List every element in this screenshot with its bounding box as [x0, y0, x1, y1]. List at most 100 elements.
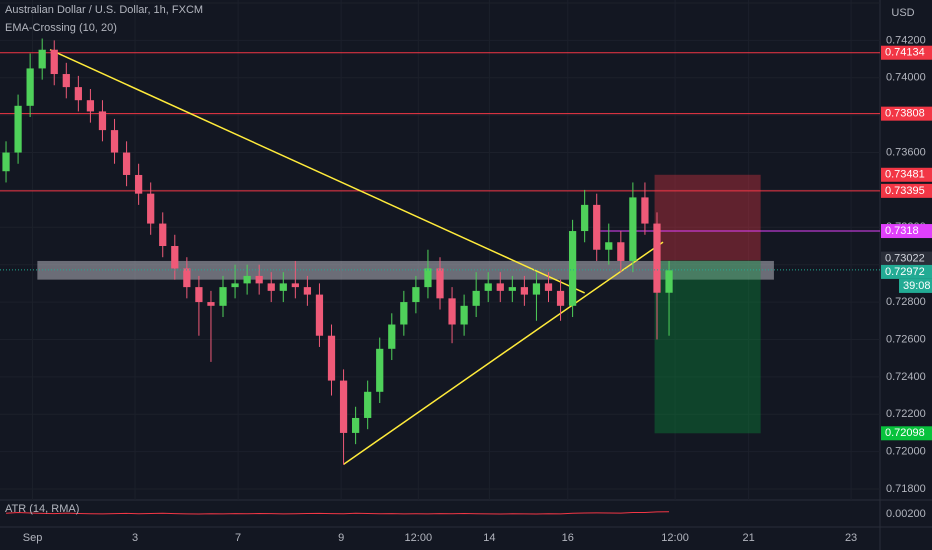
candle-body: [593, 204, 601, 250]
x-tick-label: 12:00: [661, 532, 689, 544]
candle-body: [279, 283, 287, 291]
candle-body: [183, 268, 191, 288]
candle-body: [303, 287, 312, 295]
price-label: 0.73395: [885, 185, 925, 197]
trendline: [49, 49, 585, 294]
x-tick-label: 16: [562, 532, 574, 544]
price-label-box: [881, 224, 932, 239]
candle-body: [400, 302, 408, 325]
candle-body: [472, 290, 480, 306]
price-label: 0.72098: [885, 427, 925, 439]
y-tick-label: 0.72600: [886, 333, 926, 345]
candle-body: [388, 324, 396, 349]
x-tick-label: 23: [845, 532, 857, 544]
candle-body: [50, 49, 58, 75]
trendline: [343, 241, 664, 465]
candle-body: [460, 305, 468, 325]
candle-body: [665, 270, 673, 293]
candle-body: [544, 283, 553, 291]
candle-body: [376, 348, 384, 392]
candle-body: [352, 417, 360, 433]
countdown: 39:08: [903, 280, 931, 292]
candle-body: [135, 174, 143, 194]
candle-body: [617, 242, 625, 261]
candle-body: [243, 275, 251, 284]
candle-body: [62, 74, 70, 88]
y-tick-label: 0.71800: [886, 483, 926, 495]
indicator-name: EMA-Crossing (10, 20): [5, 22, 117, 34]
candle-body: [327, 335, 336, 381]
candle-body: [581, 204, 589, 232]
candle-body: [532, 283, 541, 295]
candle-body: [74, 87, 82, 101]
price-label: 0.73481: [885, 169, 925, 181]
candle-body: [448, 298, 456, 325]
countdown-box: [899, 278, 932, 293]
candle-body: [110, 130, 119, 153]
candle-body: [195, 287, 203, 303]
y-tick-label: 0.72000: [886, 446, 926, 458]
x-tick-label: 12:00: [405, 532, 433, 544]
price-label: 0.73808: [885, 108, 925, 120]
price-label-box: [881, 45, 932, 60]
candle-body: [98, 111, 107, 131]
candle-body: [484, 283, 492, 291]
candle-body: [159, 223, 167, 246]
x-tick-label: 9: [338, 532, 344, 544]
candle-body: [520, 287, 528, 295]
y-tick-label: 0.72400: [886, 371, 926, 383]
candle-body: [122, 152, 131, 175]
candle-body: [219, 287, 227, 306]
x-tick-label: 3: [132, 532, 138, 544]
candle-body: [267, 283, 275, 291]
x-tick-label: Sep: [23, 532, 43, 544]
candle-body: [653, 223, 661, 293]
price-label-box: [881, 183, 932, 198]
candle-body: [412, 287, 420, 303]
x-tick-label: 7: [235, 532, 241, 544]
candle-body: [508, 287, 516, 291]
price-label-box: [881, 106, 932, 121]
y-tick-label: 0.73600: [886, 146, 926, 158]
candle-body: [315, 294, 324, 336]
price-label-box: [881, 251, 932, 266]
candle-body: [339, 380, 348, 433]
stop-zone: [654, 174, 761, 261]
y-tick-label: 0.72200: [886, 408, 926, 420]
candle-body: [86, 100, 95, 112]
x-tick-label: 14: [483, 532, 495, 544]
candle-body: [364, 391, 372, 418]
candle-body: [26, 68, 34, 106]
candle-body: [2, 152, 10, 172]
chart-title: Australian Dollar / U.S. Dollar, 1h, FXC…: [5, 4, 203, 16]
candle-body: [436, 268, 444, 299]
y-tick-label: 0.74200: [886, 34, 926, 46]
candle-body: [38, 49, 46, 69]
x-tick-label: 21: [742, 532, 754, 544]
price-label-box: [881, 167, 932, 182]
atr-tick-label: 0.00200: [886, 508, 926, 520]
candle-body: [496, 283, 504, 291]
candle-body: [424, 268, 432, 288]
price-label: 0.72972: [885, 266, 925, 278]
candle-body: [556, 290, 565, 306]
currency: USD: [891, 7, 914, 19]
candle-body: [291, 283, 299, 288]
atr-title: ATR (14, RMA): [5, 503, 79, 515]
price-label-box: [881, 426, 932, 441]
atr-line: [5, 511, 670, 515]
candle-body: [255, 275, 263, 284]
candle-body: [171, 246, 179, 269]
y-tick-label: 0.74000: [886, 72, 926, 84]
candle-body: [231, 283, 239, 288]
candle-body: [568, 231, 577, 306]
candle-body: [14, 105, 22, 153]
candle-body: [641, 197, 649, 224]
price-label: 0.73022: [885, 252, 925, 264]
candle-body: [629, 197, 637, 261]
candle-body: [605, 242, 613, 250]
candle-body: [207, 302, 215, 306]
y-tick-label: 0.72800: [886, 296, 926, 308]
price-label: 0.74134: [885, 47, 925, 59]
